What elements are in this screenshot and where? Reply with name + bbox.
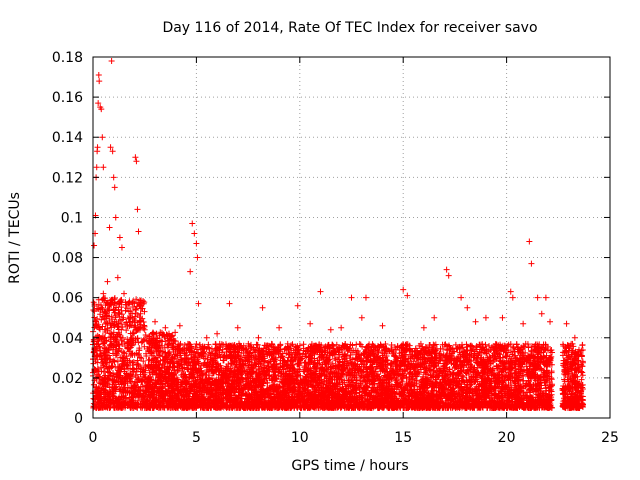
data-point bbox=[485, 391, 492, 398]
x-axis-label: GPS time / hours bbox=[291, 458, 408, 474]
data-point bbox=[172, 338, 179, 345]
data-point bbox=[106, 330, 113, 337]
data-point bbox=[370, 385, 377, 392]
data-point bbox=[342, 352, 349, 359]
data-point bbox=[294, 343, 301, 350]
data-point bbox=[125, 308, 132, 315]
data-point bbox=[91, 314, 98, 321]
data-point bbox=[142, 331, 149, 338]
data-point bbox=[349, 349, 356, 356]
data-point bbox=[147, 349, 154, 356]
data-point bbox=[578, 376, 585, 383]
data-point bbox=[132, 372, 139, 379]
data-point bbox=[353, 349, 360, 356]
data-point bbox=[123, 319, 130, 326]
data-point bbox=[388, 342, 395, 349]
data-point bbox=[511, 348, 518, 355]
data-point bbox=[172, 329, 179, 336]
data-point bbox=[143, 353, 150, 360]
data-point bbox=[200, 371, 207, 378]
data-point bbox=[239, 378, 246, 385]
data-point bbox=[403, 373, 410, 380]
data-point bbox=[179, 368, 186, 375]
data-point bbox=[110, 329, 117, 336]
data-point bbox=[98, 316, 105, 323]
data-point bbox=[384, 361, 391, 368]
data-point bbox=[119, 334, 126, 341]
data-point bbox=[513, 341, 520, 348]
data-point bbox=[164, 341, 171, 348]
y-axis-label: ROTI / TECUs bbox=[7, 192, 23, 284]
data-point bbox=[416, 342, 423, 349]
data-point bbox=[296, 342, 303, 349]
data-point bbox=[391, 344, 398, 351]
data-point bbox=[100, 340, 107, 347]
data-point bbox=[460, 374, 467, 381]
data-point bbox=[138, 355, 145, 362]
data-point bbox=[270, 381, 277, 388]
data-point bbox=[118, 337, 125, 344]
data-point bbox=[347, 351, 354, 358]
data-point bbox=[99, 340, 106, 347]
data-point bbox=[491, 385, 498, 392]
data-point bbox=[98, 364, 105, 371]
data-point bbox=[177, 340, 184, 347]
data-point bbox=[283, 350, 290, 357]
data-point bbox=[463, 362, 470, 369]
chart-title: Day 116 of 2014, Rate Of TEC Index for r… bbox=[162, 20, 537, 36]
data-point bbox=[148, 350, 155, 357]
data-point bbox=[219, 349, 226, 356]
data-points bbox=[90, 58, 587, 411]
